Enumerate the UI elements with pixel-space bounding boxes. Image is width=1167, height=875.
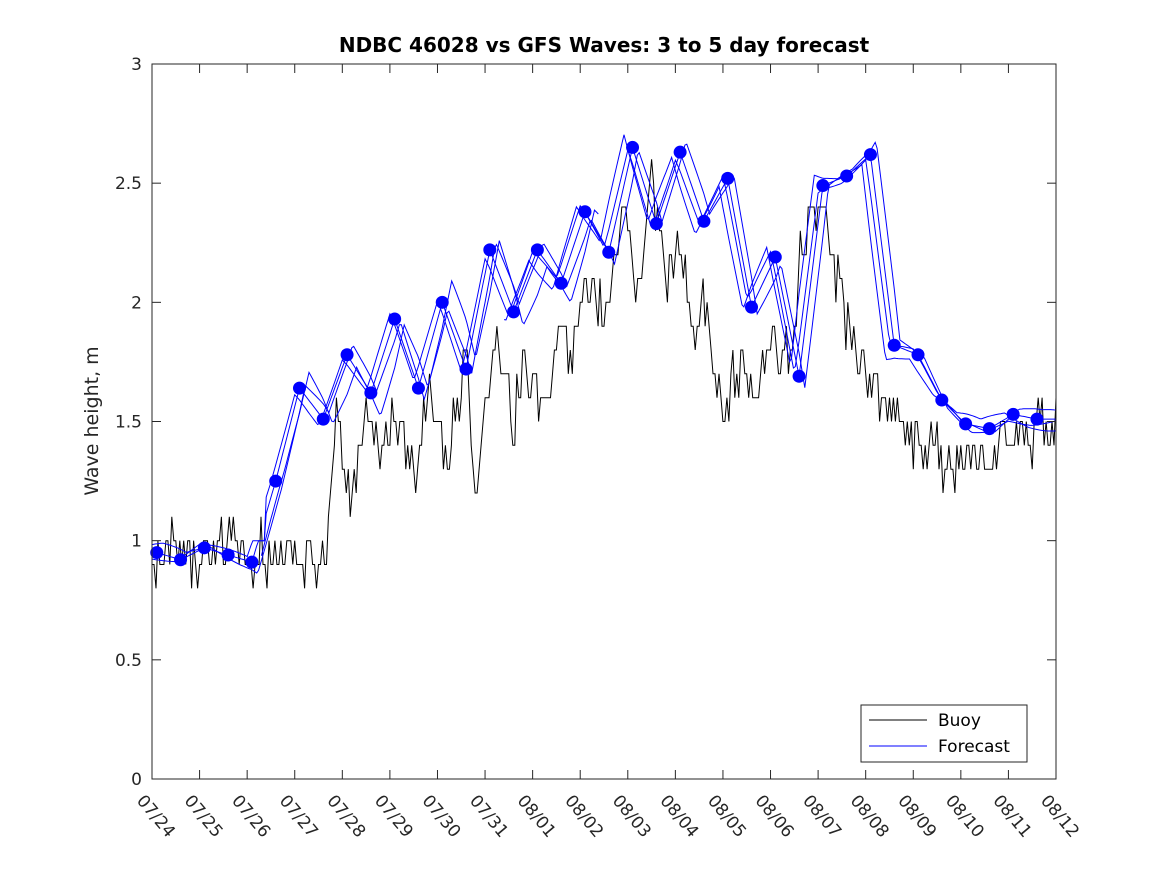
forecast-series-line [504, 134, 1057, 432]
forecast-marker [174, 553, 188, 567]
forecast-marker [840, 169, 854, 183]
forecast-marker [411, 381, 425, 395]
y-tick-label: 2.5 [115, 174, 142, 194]
forecast-marker [269, 474, 283, 488]
forecast-marker [221, 548, 235, 562]
forecast-marker [935, 393, 949, 407]
forecast-marker [982, 422, 996, 436]
y-tick-label: 3 [131, 55, 142, 75]
forecast-marker [959, 417, 973, 431]
forecast-marker [602, 245, 616, 259]
forecast-marker [744, 300, 758, 314]
x-tick-label: 08/11 [989, 791, 1036, 841]
forecast-marker [388, 312, 402, 326]
x-tick-label: 08/04 [656, 791, 703, 841]
y-tick-label: 2 [131, 293, 142, 313]
y-axis-label: Wave height, m [81, 346, 103, 495]
legend-label-forecast: Forecast [938, 737, 1010, 757]
forecast-marker [626, 140, 640, 154]
forecast-marker [792, 369, 806, 383]
x-tick-label: 08/05 [703, 791, 750, 841]
y-tick-label: 1 [131, 532, 142, 552]
forecast-marker [649, 217, 663, 231]
x-tick-label: 08/06 [751, 791, 798, 841]
forecast-marker [554, 276, 568, 290]
forecast-marker [245, 555, 259, 569]
x-tick-label: 08/02 [560, 791, 607, 841]
x-tick-label: 08/09 [893, 791, 940, 841]
forecast-series-line [260, 209, 599, 556]
forecast-marker [459, 362, 473, 376]
y-tick-label: 0 [131, 770, 142, 790]
x-tick-label: 07/26 [227, 791, 274, 841]
x-tick-label: 08/12 [1036, 791, 1083, 841]
forecast-marker [863, 148, 877, 162]
x-tick-label: 07/30 [418, 791, 465, 841]
forecast-marker [483, 243, 497, 257]
forecast-marker [578, 205, 592, 219]
buoy-series-line [152, 159, 1057, 589]
x-tick-label: 07/29 [370, 791, 417, 841]
forecast-marker [292, 381, 306, 395]
x-tick-label: 07/25 [180, 791, 227, 841]
legend-box [860, 704, 1028, 763]
forecast-marker [1030, 412, 1044, 426]
x-tick-label: 08/07 [798, 791, 845, 841]
x-tick-label: 08/03 [608, 791, 655, 841]
x-tick-label: 07/27 [275, 791, 322, 841]
x-tick-label: 07/31 [465, 791, 512, 841]
forecast-marker [721, 171, 735, 185]
legend-label-buoy: Buoy [938, 711, 981, 731]
forecast-marker [435, 295, 449, 309]
x-tick-label: 08/10 [941, 791, 988, 841]
forecast-marker [768, 250, 782, 264]
forecast-series-line [151, 148, 1057, 563]
forecast-marker [507, 305, 521, 319]
y-tick-label: 0.5 [115, 651, 142, 671]
forecast-marker [911, 348, 925, 362]
y-axis-ticks: 0 0.5 1 1.5 2 2.5 3 [115, 55, 1056, 790]
x-tick-label: 08/01 [513, 791, 560, 841]
x-tick-label: 07/28 [322, 791, 369, 841]
forecast-marker [816, 179, 830, 193]
chart-title: NDBC 46028 vs GFS Waves: 3 to 5 day fore… [339, 33, 870, 57]
forecast-marker [530, 243, 544, 257]
y-tick-label: 1.5 [115, 413, 142, 433]
x-tick-label: 08/08 [846, 791, 893, 841]
legend: Buoy Forecast [860, 704, 1028, 763]
forecast-marker [1006, 407, 1020, 421]
forecast-marker [150, 546, 164, 560]
forecast-marker [340, 348, 354, 362]
plot-content [150, 134, 1057, 589]
forecast-marker [673, 145, 687, 159]
forecast-marker [364, 386, 378, 400]
x-tick-label: 07/24 [132, 791, 179, 841]
forecast-marker [697, 214, 711, 228]
forecast-marker [197, 541, 211, 555]
forecast-marker [887, 338, 901, 352]
forecast-marker [316, 412, 330, 426]
